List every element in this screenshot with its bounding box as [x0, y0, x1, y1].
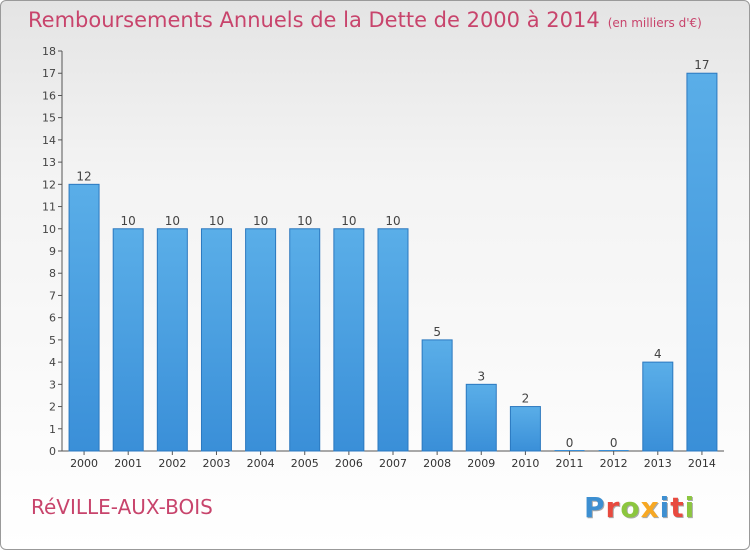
- data-label: 10: [385, 214, 400, 228]
- x-tick-label: 2010: [511, 457, 539, 470]
- y-tick-label: 10: [42, 223, 56, 236]
- data-label: 10: [165, 214, 180, 228]
- proxiti-logo[interactable]: Proxiti: [584, 491, 695, 524]
- bar: [554, 450, 585, 451]
- bar: [686, 72, 718, 452]
- y-tick-label: 6: [49, 312, 56, 325]
- data-label: 5: [433, 325, 441, 339]
- y-tick-label: 12: [42, 178, 56, 191]
- y-tick-label: 13: [42, 156, 56, 169]
- x-tick-label: 2014: [688, 457, 716, 470]
- y-tick-label: 8: [49, 267, 56, 280]
- data-label: 0: [610, 436, 618, 450]
- x-tick-label: 2001: [114, 457, 142, 470]
- bar: [68, 183, 100, 452]
- x-tick-label: 2009: [467, 457, 495, 470]
- y-tick-label: 0: [49, 445, 56, 458]
- brand-letter: r: [605, 491, 621, 524]
- y-tick-label: 2: [49, 401, 56, 414]
- data-label: 4: [654, 347, 662, 361]
- bar: [112, 228, 144, 452]
- data-label: 3: [477, 369, 485, 383]
- x-tick-label: 2002: [158, 457, 186, 470]
- y-tick-label: 1: [49, 423, 56, 436]
- brand-letter: t: [670, 491, 685, 524]
- chart-title-text: Remboursements Annuels de la Dette de 20…: [28, 8, 600, 32]
- y-tick-label: 17: [42, 67, 56, 80]
- y-tick-label: 9: [49, 245, 56, 258]
- x-tick-label: 2011: [556, 457, 584, 470]
- bar: [421, 339, 453, 452]
- bar: [509, 406, 541, 452]
- chart-title: Remboursements Annuels de la Dette de 20…: [28, 8, 702, 32]
- x-tick-label: 2004: [247, 457, 275, 470]
- data-label: 2: [522, 392, 530, 406]
- data-label: 10: [121, 214, 136, 228]
- x-tick-label: 2003: [202, 457, 230, 470]
- data-label: 10: [341, 214, 356, 228]
- x-tick-label: 2007: [379, 457, 407, 470]
- bar: [377, 228, 409, 452]
- brand-letter: P: [584, 491, 606, 524]
- y-tick-label: 5: [49, 334, 56, 347]
- y-tick-label: 18: [42, 45, 56, 58]
- y-tick-label: 16: [42, 89, 56, 102]
- x-tick-label: 2005: [291, 457, 319, 470]
- x-tick-label: 2006: [335, 457, 363, 470]
- x-tick-label: 2012: [600, 457, 628, 470]
- x-tick-label: 2000: [70, 457, 98, 470]
- data-label: 10: [209, 214, 224, 228]
- y-tick-label: 11: [42, 201, 56, 214]
- brand-letter: o: [620, 491, 641, 524]
- bar: [200, 228, 232, 452]
- bar: [245, 228, 277, 452]
- data-label: 10: [297, 214, 312, 228]
- data-label: 10: [253, 214, 268, 228]
- bar: [642, 361, 674, 452]
- brand-letter: i: [684, 491, 696, 524]
- bar: [598, 450, 629, 451]
- commune-name: RéVILLE-AUX-BOIS: [31, 495, 213, 519]
- data-label: 12: [76, 169, 91, 183]
- brand-letter: x: [640, 491, 660, 524]
- bar: [465, 383, 497, 452]
- brand-letter: i: [659, 491, 671, 524]
- bar: [333, 228, 365, 452]
- y-tick-label: 4: [49, 356, 56, 369]
- bar: [156, 228, 188, 452]
- x-tick-label: 2013: [644, 457, 672, 470]
- data-label: 17: [694, 58, 709, 72]
- x-tick-label: 2008: [423, 457, 451, 470]
- y-tick-label: 3: [49, 378, 56, 391]
- y-tick-label: 15: [42, 112, 56, 125]
- data-label: 0: [566, 436, 574, 450]
- bar: [289, 228, 321, 452]
- chart-unit: (en milliers d'€): [607, 16, 702, 30]
- y-tick-label: 7: [49, 289, 56, 302]
- y-tick-label: 14: [42, 134, 56, 147]
